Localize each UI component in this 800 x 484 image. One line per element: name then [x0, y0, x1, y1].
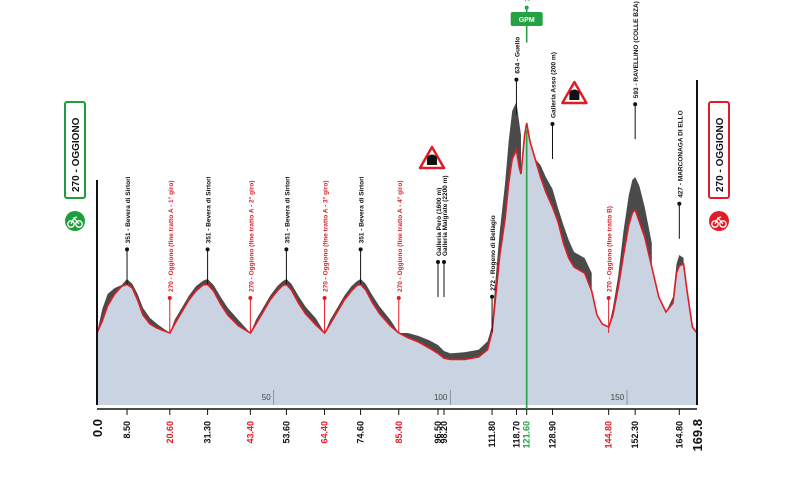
bike-icon — [65, 211, 85, 231]
km-label: 64.40 — [320, 421, 330, 444]
km-label: 111.80 — [487, 421, 497, 448]
bike-frame — [714, 216, 724, 225]
grid-label: 50 — [262, 393, 271, 402]
waypoint-label: 270 - Oggiono (fine tratto A - 2° giro) — [247, 180, 255, 292]
finish-label: 270 - OGGIONO — [715, 117, 726, 192]
waypoint-dot — [284, 247, 289, 252]
waypoint-label: 351 - Bevera di Sirtori — [359, 176, 366, 243]
tunnel-warning-icon — [561, 80, 588, 105]
wheel — [711, 220, 719, 228]
km-label: 121.60 — [522, 421, 532, 449]
wheel — [75, 220, 83, 228]
km-label: 31.30 — [203, 421, 213, 444]
waypoint-dot — [490, 294, 495, 299]
waypoint-dot — [677, 201, 682, 206]
gpm-badge — [510, 12, 543, 26]
finish-bike-icon — [709, 211, 729, 231]
waypoint-dot — [524, 5, 529, 10]
waypoint-dot — [167, 296, 172, 300]
km-label: 8.50 — [122, 421, 132, 439]
waypoint-dot — [125, 247, 130, 252]
tunnel-warning-icon — [418, 145, 446, 170]
km-label: 152.30 — [630, 421, 640, 449]
km-label: 53.60 — [281, 421, 291, 444]
start-km-label: 0.0 — [90, 419, 105, 437]
waypoint-label: 270 - Oggiono (fine tratto A - 4° giro) — [396, 180, 404, 292]
grid-label: 150 — [611, 393, 625, 402]
waypoint-label: Galleria Asso (200 m) — [550, 52, 557, 118]
waypoint-dot — [322, 296, 327, 300]
start-box-frame — [64, 101, 86, 199]
wheel — [719, 220, 727, 228]
tunnel-glyph — [569, 89, 580, 100]
profile-line — [96, 122, 698, 361]
finish-icon-disc — [709, 211, 729, 231]
waypoint-dot — [435, 260, 440, 264]
waypoint-dot — [205, 247, 210, 252]
waypoint-label: 351 - Bevera di Sirtori — [125, 176, 132, 243]
waypoint-label: 270 - Oggiono (fine tratto B) — [607, 206, 614, 292]
waypoint-label: 351 - Bevera di Sirtori — [206, 176, 213, 243]
waypoint-dot — [514, 77, 519, 82]
grid-label: 100 — [434, 393, 448, 402]
waypoint-label: 272 - Rogeno di Bellagio — [490, 215, 497, 291]
start-label-box: 270 - OGGIONO — [64, 101, 86, 231]
km-label: 96.50 — [433, 421, 443, 444]
profile-area — [97, 123, 697, 405]
km-label: 74.60 — [356, 421, 366, 444]
gpm-label: GPM — [519, 17, 535, 24]
waypoint-label: 427 - MARCONAGA DI ELLO — [677, 110, 684, 198]
waypoint-dot — [633, 102, 638, 107]
start-label: 270 - OGGIONO — [71, 117, 82, 192]
wheel — [67, 220, 75, 228]
km-label: 164.80 — [674, 421, 684, 449]
waypoint-label: 270 - Oggiono (fine tratto A - 1° giro) — [167, 180, 175, 292]
km-label: 43.40 — [245, 421, 255, 444]
waypoint-label: 593 - RAVELLINO (COLLE BZA) — [633, 1, 640, 98]
finish-label-box: 270 - OGGIONO — [708, 101, 730, 231]
start-icon-disc — [65, 211, 85, 231]
waypoint-dot — [358, 247, 363, 252]
finish-box-frame — [708, 101, 730, 199]
km-label: 98.20 — [439, 421, 449, 444]
waypoint-dot — [248, 296, 253, 300]
waypoint-label: 754 - MADONNA DEL GHISALLO — [525, 0, 532, 2]
waypoint-label: 351 - Bevera di Sirtori — [284, 176, 291, 243]
waypoint-label: 634 - Guello — [514, 37, 521, 74]
plot-area: 50 100 150 8.50 20.60 31.30 43.40 53.60 64.40 74.… — [64, 0, 730, 452]
waypoint-label: 270 - Oggiono (fine tratto A - 3° giro) — [322, 180, 330, 292]
waypoint-label: Galleria Però (1600 m) — [436, 188, 443, 256]
waypoint-dot — [606, 296, 611, 300]
waypoint-dot — [396, 296, 401, 300]
tunnel-glyph — [426, 154, 437, 165]
bike-frame — [70, 216, 80, 225]
waypoint-dot — [550, 122, 555, 126]
km-label: 20.60 — [165, 421, 175, 444]
km-label: 85.40 — [394, 421, 404, 444]
km-label: 128.90 — [547, 421, 557, 449]
waypoint-dot — [441, 260, 446, 264]
km-label: 144.80 — [604, 421, 614, 449]
finish-km-label: 169.8 — [690, 419, 705, 452]
waypoint-label: Galleria Malgrate (2200 m) — [442, 175, 449, 256]
km-label: 118.70 — [511, 421, 521, 448]
